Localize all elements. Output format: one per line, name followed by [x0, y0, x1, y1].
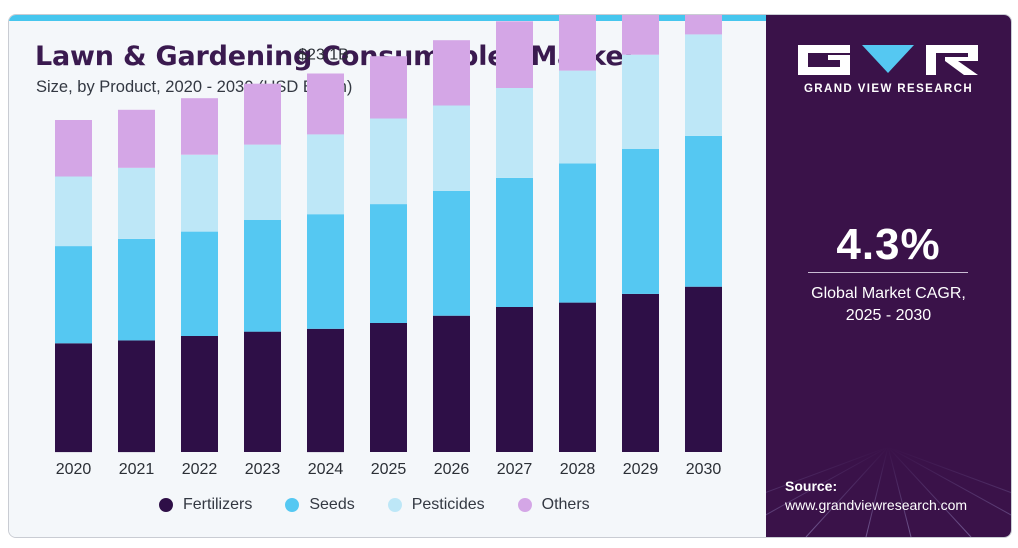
bar-fertilizers-2027 [496, 307, 533, 452]
bar-fertilizers-2024 [307, 328, 344, 453]
bar-pesticides-2027 [496, 88, 533, 178]
chart-panel: Lawn & Gardening Consumables Market Size… [9, 15, 766, 537]
x-tick-label-2028: 2028 [560, 461, 596, 478]
bar-others-2030 [685, 15, 722, 35]
bar-pesticides-2029 [622, 54, 659, 150]
bar-pesticides-2021 [118, 167, 155, 239]
bar-seeds-2025 [370, 204, 407, 323]
bar-pesticides-2025 [370, 118, 407, 205]
legend-label-fertilizers: Fertilizers [183, 496, 253, 513]
stacked-bar-chart: 2020 2021 2022 2023 2024 $23.1B 2025 2026 2027 20… [55, 15, 722, 478]
bar-pesticides-2030 [685, 34, 722, 136]
bar-fertilizers-2020 [55, 343, 92, 453]
legend-label-others: Others [541, 496, 590, 513]
x-tick-label-2021: 2021 [119, 461, 155, 478]
x-tick-label-2029: 2029 [623, 461, 659, 478]
bar-fertilizers-2023 [244, 331, 281, 452]
legend-item-seeds: Seeds [285, 496, 355, 514]
summary-panel: GRAND VIEW RESEARCH 4.3% Global Market C… [766, 15, 1011, 537]
bar-others-2020 [55, 120, 92, 177]
cagr-divider [808, 272, 968, 273]
bar-pesticides-2024 [307, 134, 344, 215]
bar-others-2025 [370, 56, 407, 119]
cagr-label: Global Market CAGR, 2025 - 2030 [766, 283, 1011, 327]
x-tick-label-2022: 2022 [182, 461, 218, 478]
bar-pesticides-2023 [244, 144, 281, 220]
x-tick-label-2027: 2027 [497, 461, 533, 478]
x-tick-label-2023: 2023 [245, 461, 281, 478]
bar-seeds-2029 [622, 148, 659, 294]
legend-item-fertilizers: Fertilizers [159, 496, 252, 514]
legend-swatch-others [517, 498, 532, 512]
source-label: Source: [785, 478, 838, 494]
bar-others-2027 [496, 21, 533, 88]
bar-fertilizers-2021 [118, 340, 155, 453]
bar-seeds-2021 [118, 238, 155, 341]
bar-seeds-2027 [496, 177, 533, 307]
bar-seeds-2024 [307, 214, 344, 329]
chart-title: Lawn & Gardening Consumables Market [35, 41, 637, 72]
bar-fertilizers-2026 [433, 315, 470, 452]
legend-item-others: Others [517, 496, 590, 514]
x-tick-label-2030: 2030 [686, 461, 722, 478]
bar-fertilizers-2022 [181, 336, 218, 452]
bar-pesticides-2020 [55, 176, 92, 247]
legend-swatch-fertilizers [159, 498, 173, 512]
legend-item-pesticides: Pesticides [387, 496, 485, 514]
x-tick-label-2025: 2025 [371, 461, 407, 478]
bar-fertilizers-2025 [370, 322, 407, 452]
data-label-2024: $23.1B [298, 47, 349, 64]
bar-seeds-2023 [244, 220, 281, 332]
bar-others-2024 [307, 73, 344, 135]
bar-fertilizers-2028 [559, 302, 596, 452]
gvr-logo-icon [798, 45, 978, 75]
bar-seeds-2028 [559, 163, 596, 303]
bar-others-2021 [118, 109, 155, 168]
source-url[interactable]: www.grandviewresearch.com [785, 497, 968, 513]
bar-others-2029 [622, 15, 659, 55]
bar-others-2022 [181, 98, 218, 155]
bar-fertilizers-2029 [622, 293, 659, 452]
cagr-label-line1: Global Market CAGR, [811, 285, 966, 302]
bar-others-2026 [433, 40, 470, 106]
chart-legend: Fertilizers Seeds Pesticides Others [159, 494, 623, 516]
top-accent-bar [9, 15, 766, 21]
bar-others-2023 [244, 83, 281, 145]
infographic-frame: Lawn & Gardening Consumables Market Size… [8, 14, 1012, 538]
bar-pesticides-2022 [181, 154, 218, 232]
legend-swatch-pesticides [387, 498, 402, 512]
legend-swatch-seeds [285, 498, 300, 512]
cagr-value: 4.3% [836, 220, 941, 269]
bar-seeds-2022 [181, 231, 218, 336]
grid-floor-graphic [766, 446, 1011, 537]
bar-others-2028 [559, 15, 596, 71]
bar-pesticides-2028 [559, 70, 596, 164]
cagr-label-line2: 2025 - 2030 [845, 307, 932, 324]
x-tick-label-2020: 2020 [56, 461, 92, 478]
legend-label-seeds: Seeds [309, 496, 355, 513]
x-tick-label-2026: 2026 [434, 461, 470, 478]
bar-fertilizers-2030 [685, 286, 722, 452]
x-tick-label-2024: 2024 [308, 461, 344, 478]
bar-pesticides-2026 [433, 105, 470, 191]
brand-name: GRAND VIEW RESEARCH [803, 83, 974, 95]
legend-label-pesticides: Pesticides [411, 496, 485, 513]
bar-seeds-2030 [685, 135, 722, 287]
bar-seeds-2020 [55, 246, 92, 344]
bar-seeds-2026 [433, 191, 470, 316]
